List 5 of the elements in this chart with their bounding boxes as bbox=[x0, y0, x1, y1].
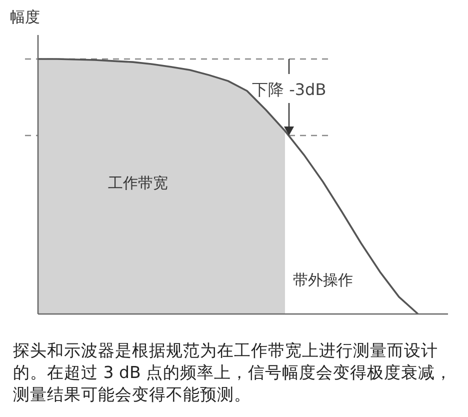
annotation: 下降 -3dB bbox=[252, 80, 326, 99]
text: 探头和示波器是根据规范为在工作带宽上进行测量而设计的。在超过 3 dB 点的频率上，信号幅度会变得极度衰减，测量结果可能会变得不能预测。 bbox=[13, 340, 454, 406]
annotation: 带外操作 bbox=[293, 271, 353, 289]
annotation: 工作带宽 bbox=[108, 174, 168, 192]
y-axis-title: 幅度 bbox=[10, 8, 40, 26]
